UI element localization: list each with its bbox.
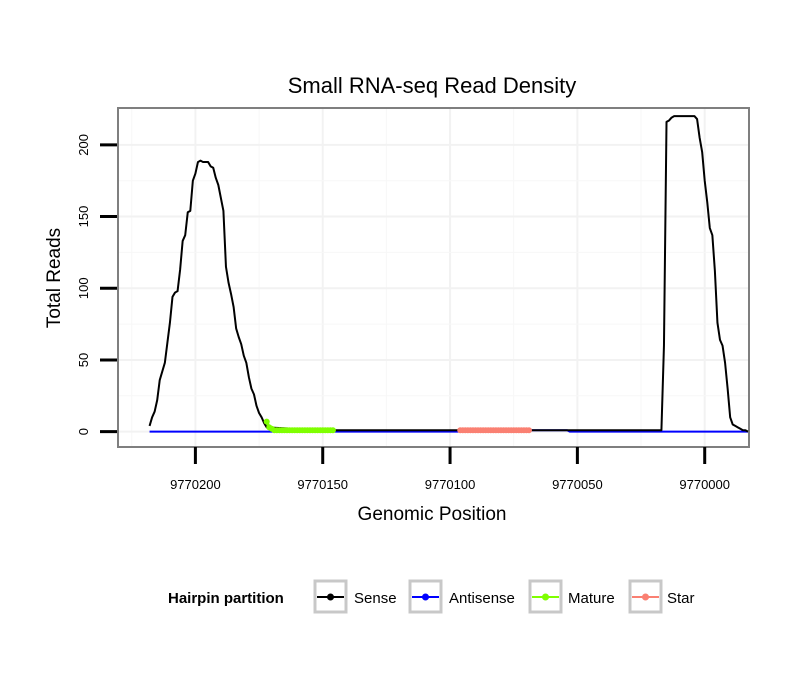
chart-title: Small RNA-seq Read Density (288, 73, 577, 98)
grid-lines (119, 109, 748, 446)
y-tick-label: 0 (76, 428, 91, 435)
series-mature-point (263, 418, 270, 425)
x-axis-title: Genomic Position (358, 504, 507, 525)
y-tick-label: 50 (76, 353, 91, 367)
series-star-point (525, 427, 532, 434)
y-tick-label: 200 (76, 134, 91, 156)
series-sense-line (148, 115, 749, 433)
y-axis-title: Total Reads (44, 228, 65, 328)
x-tick-label: 9770150 (297, 477, 348, 492)
x-axis: 9770200 9770150 9770100 9770050 9770000 (170, 447, 730, 492)
legend-label-antisense: Antisense (449, 590, 515, 607)
legend-key-antisense-point (422, 593, 429, 601)
plot-panel-border (117, 107, 750, 448)
legend-label-sense: Sense (354, 590, 397, 607)
y-tick-label: 100 (76, 277, 91, 299)
x-tick-label: 9770000 (679, 477, 730, 492)
legend-key-sense-point (327, 593, 334, 601)
legend-label-mature: Mature (568, 590, 615, 607)
legend-label-star: Star (667, 590, 695, 607)
legend-key-mature-point (542, 593, 549, 601)
legend-key-star-point (642, 593, 649, 601)
series-mature-point (329, 427, 336, 434)
legend: Hairpin partition Sense Antisense Mature St… (168, 579, 695, 614)
x-tick-label: 9770050 (552, 477, 603, 492)
x-tick-label: 9770200 (170, 477, 221, 492)
y-axis: 0 50 100 150 200 (76, 134, 117, 435)
series-points (263, 418, 532, 434)
x-tick-label: 9770100 (425, 477, 476, 492)
y-tick-label: 150 (76, 206, 91, 228)
legend-title: Hairpin partition (168, 590, 284, 607)
series-lines (148, 115, 749, 433)
